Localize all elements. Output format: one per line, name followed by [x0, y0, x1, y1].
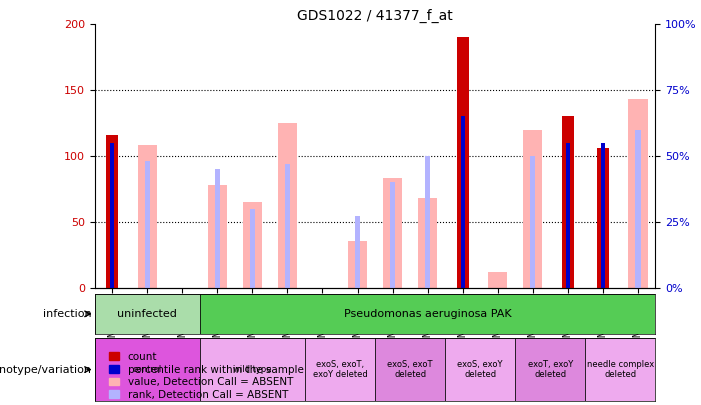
Bar: [95, 338, 200, 401]
Bar: [305, 338, 375, 401]
Text: Pseudomonas aeruginosa PAK: Pseudomonas aeruginosa PAK: [343, 309, 512, 319]
Bar: [200, 294, 655, 334]
Bar: [445, 338, 515, 401]
Bar: [137, 145, 157, 288]
Text: exoS, exoT,
exoY deleted: exoS, exoT, exoY deleted: [313, 360, 367, 379]
Text: control: control: [132, 365, 162, 374]
Text: exoT, exoY
deleted: exoT, exoY deleted: [528, 360, 573, 379]
Legend: count, percentile rank within the sample, value, Detection Call = ABSENT, rank, : count, percentile rank within the sample…: [107, 350, 306, 402]
Bar: [375, 338, 445, 401]
Bar: [418, 198, 437, 288]
Bar: [250, 209, 255, 288]
Bar: [144, 161, 150, 288]
Bar: [597, 148, 609, 288]
Bar: [530, 156, 536, 288]
Bar: [355, 217, 360, 288]
Bar: [278, 123, 297, 288]
Bar: [285, 164, 290, 288]
Bar: [425, 156, 430, 288]
Text: exoS, exoT
deleted: exoS, exoT deleted: [388, 360, 433, 379]
Bar: [106, 135, 118, 288]
Bar: [566, 143, 570, 288]
Bar: [523, 130, 543, 288]
Text: exoS, exoY
deleted: exoS, exoY deleted: [458, 360, 503, 379]
Text: needle complex
deleted: needle complex deleted: [587, 360, 654, 379]
Bar: [488, 272, 508, 288]
Text: infection: infection: [43, 309, 91, 319]
Bar: [348, 241, 367, 288]
Bar: [390, 182, 395, 288]
Bar: [456, 38, 469, 288]
Bar: [383, 178, 402, 288]
Bar: [200, 338, 305, 401]
Bar: [243, 202, 262, 288]
Title: GDS1022 / 41377_f_at: GDS1022 / 41377_f_at: [297, 9, 453, 23]
Bar: [585, 338, 655, 401]
Text: wild type: wild type: [233, 365, 271, 374]
Bar: [215, 169, 220, 288]
Bar: [95, 294, 200, 334]
Bar: [635, 130, 641, 288]
Bar: [207, 185, 227, 288]
Bar: [461, 117, 465, 288]
Bar: [601, 143, 605, 288]
Bar: [515, 338, 585, 401]
Text: uninfected: uninfected: [117, 309, 177, 319]
Bar: [562, 117, 574, 288]
Bar: [110, 143, 114, 288]
Bar: [628, 99, 648, 288]
Text: genotype/variation: genotype/variation: [0, 364, 91, 375]
